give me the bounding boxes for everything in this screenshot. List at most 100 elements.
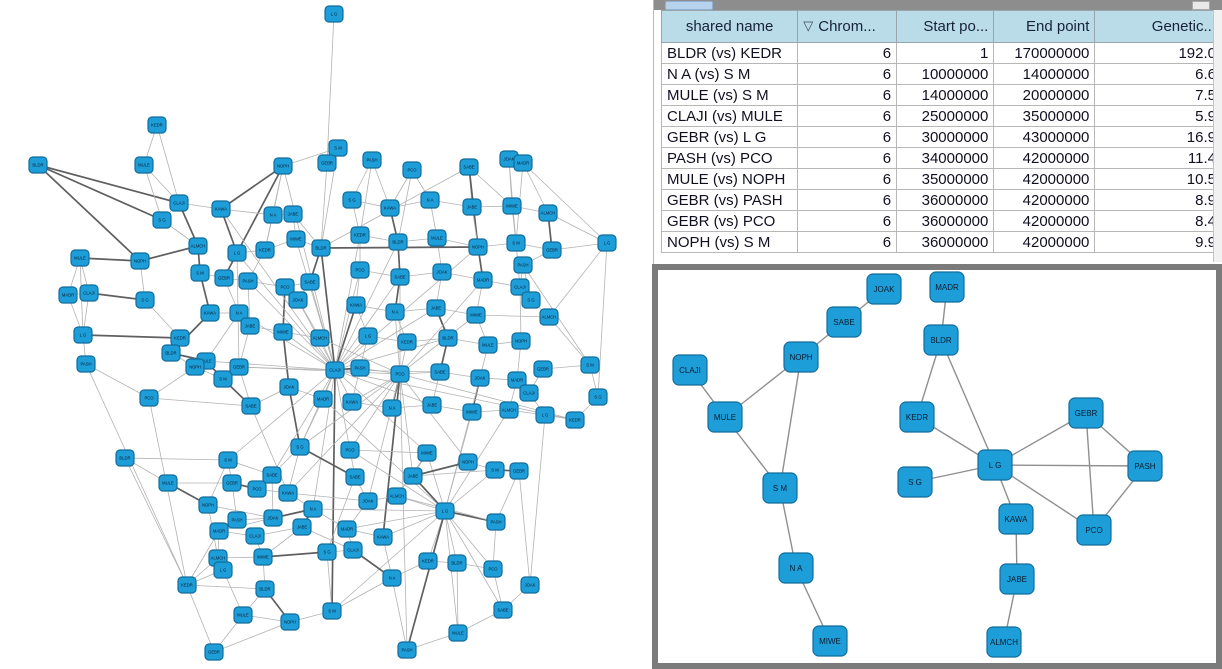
network-node[interactable] [170, 329, 190, 347]
cell-value[interactable]: 6 [797, 105, 898, 127]
network-node[interactable] [190, 264, 210, 282]
network-node[interactable] [358, 327, 378, 345]
network-edge[interactable] [124, 457, 188, 586]
network-node[interactable] [478, 336, 498, 354]
network-node[interactable] [929, 271, 965, 303]
cell-value[interactable]: 6 [797, 126, 898, 148]
network-edge[interactable] [529, 414, 546, 586]
cell-value[interactable]: 42000000 [993, 168, 1096, 190]
network-node[interactable] [300, 273, 320, 291]
network-node[interactable] [390, 365, 410, 383]
network-edge[interactable] [287, 492, 369, 502]
network-node[interactable] [188, 237, 208, 255]
network-node[interactable] [283, 205, 303, 223]
network-node[interactable] [342, 191, 362, 209]
network-node[interactable] [350, 359, 370, 377]
table-row[interactable]: BLDR (vs) KEDR 6 1 170000000 192.0 [660, 42, 1222, 64]
network-node[interactable] [899, 401, 935, 433]
network-edge[interactable] [518, 470, 531, 586]
network-edge[interactable] [186, 584, 266, 590]
cell-shared-name[interactable]: CLAJI (vs) MULE [660, 105, 799, 127]
cell-value[interactable]: 42000000 [993, 231, 1096, 253]
cell-value[interactable]: 10000000 [896, 63, 995, 85]
network-node[interactable] [509, 462, 529, 480]
network-node[interactable] [542, 241, 562, 259]
network-node[interactable] [218, 451, 238, 469]
network-node[interactable] [382, 399, 402, 417]
network-node[interactable] [507, 371, 527, 389]
network-edge[interactable] [186, 584, 215, 653]
network-edge[interactable] [444, 510, 494, 570]
network-node[interactable] [317, 543, 337, 561]
network-node[interactable] [866, 273, 902, 305]
network-edge[interactable] [322, 398, 446, 512]
cell-value[interactable]: 10.5 [1094, 168, 1222, 190]
network-edge[interactable] [391, 577, 408, 651]
network-node[interactable] [152, 211, 172, 229]
table-row[interactable]: GEBR (vs) PASH 6 36000000 42000000 8.9 [660, 189, 1222, 211]
network-edge[interactable] [319, 337, 401, 375]
network-node[interactable] [426, 299, 446, 317]
network-node[interactable] [435, 502, 455, 520]
network-node[interactable] [462, 198, 482, 216]
table-row[interactable]: GEBR (vs) PCO 6 36000000 42000000 8.4 [660, 210, 1222, 232]
network-edge[interactable] [148, 397, 252, 407]
network-node[interactable] [390, 268, 410, 286]
network-node[interactable] [506, 234, 526, 252]
network-edge[interactable] [220, 165, 284, 210]
network-node[interactable] [432, 263, 452, 281]
network-overview-panel[interactable]: L G KEDR BLDR MULE NOPH S M GEBR PASH PCO SABE JOA… [0, 0, 652, 669]
network-edge[interactable] [334, 246, 479, 371]
network-node[interactable] [177, 576, 197, 594]
network-node[interactable] [519, 384, 539, 402]
network-node[interactable] [388, 233, 408, 251]
network-node[interactable] [397, 333, 417, 351]
network-node[interactable] [275, 278, 295, 296]
network-node[interactable] [273, 323, 293, 341]
network-node[interactable] [459, 158, 479, 176]
network-node[interactable] [511, 332, 531, 350]
network-node[interactable] [241, 397, 261, 415]
network-node[interactable] [402, 161, 422, 179]
network-node[interactable] [342, 393, 362, 411]
network-node[interactable] [346, 296, 366, 314]
network-node[interactable] [762, 472, 798, 504]
network-edge[interactable] [334, 276, 401, 371]
network-node[interactable] [28, 156, 48, 174]
cell-value[interactable]: 6.6 [1094, 63, 1222, 85]
network-node[interactable] [826, 306, 862, 338]
network-node[interactable] [280, 613, 300, 631]
network-edge[interactable] [334, 369, 576, 421]
network-node[interactable] [1076, 514, 1112, 546]
network-node[interactable] [812, 625, 848, 657]
network-node[interactable] [76, 355, 96, 373]
network-node[interactable] [227, 511, 247, 529]
cell-value[interactable]: 6 [797, 189, 898, 211]
network-edge[interactable] [399, 279, 484, 375]
network-node[interactable] [986, 626, 1022, 658]
network-node[interactable] [263, 509, 283, 527]
cell-value[interactable]: 11.4 [1094, 147, 1222, 169]
network-node[interactable] [427, 229, 447, 247]
network-node[interactable] [580, 356, 600, 374]
cell-value[interactable]: 43000000 [993, 126, 1096, 148]
network-edge[interactable] [382, 510, 446, 538]
network-node[interactable] [977, 449, 1013, 481]
network-node[interactable] [328, 139, 348, 157]
network-node[interactable] [147, 116, 167, 134]
network-node[interactable] [240, 317, 260, 335]
network-node[interactable] [322, 602, 342, 620]
network-node[interactable] [317, 154, 337, 172]
network-node[interactable] [473, 271, 493, 289]
cell-value[interactable]: 42000000 [993, 147, 1096, 169]
cell-value[interactable]: 36000000 [896, 189, 995, 211]
network-edge[interactable] [475, 314, 550, 318]
network-node[interactable] [430, 363, 450, 381]
network-edge[interactable] [124, 457, 229, 461]
cell-value[interactable]: 30000000 [896, 126, 995, 148]
network-node[interactable] [229, 358, 249, 376]
cell-value[interactable]: 6 [797, 210, 898, 232]
network-edge[interactable] [779, 356, 802, 489]
cell-shared-name[interactable]: GEBR (vs) PCO [660, 210, 799, 232]
cell-shared-name[interactable]: MULE (vs) NOPH [660, 168, 799, 190]
